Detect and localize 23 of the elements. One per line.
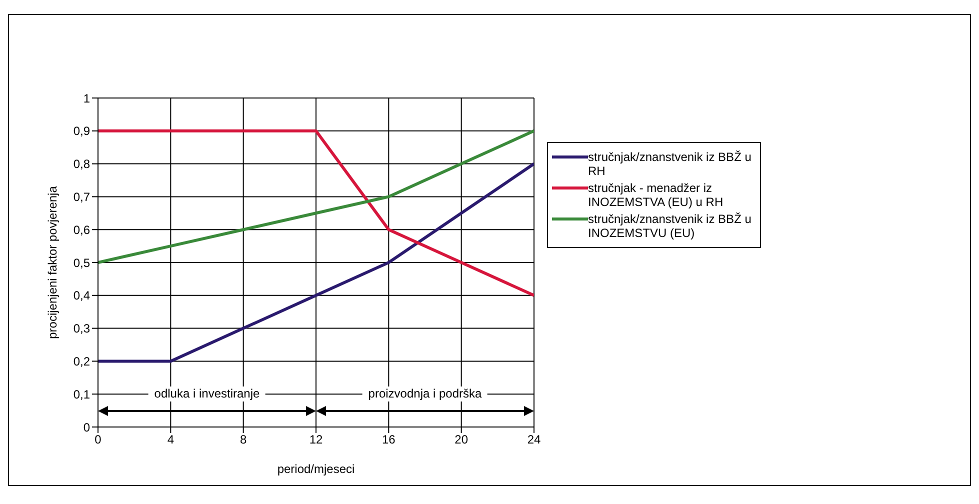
- y-tick-label: 0,1: [73, 387, 90, 402]
- x-tick-label: 0: [94, 432, 102, 447]
- x-tick-label: 16: [382, 432, 396, 447]
- annotation: proizvodnja i podrška: [362, 386, 488, 402]
- y-tick-label: 1: [83, 91, 90, 106]
- annotation: odluka i investiranje: [148, 386, 266, 402]
- legend-label: stručnjak/znanstvenik iz BBŽ u INOZEMSTVU (EU): [588, 212, 752, 240]
- x-tick-label: 8: [240, 432, 247, 447]
- y-tick-label: 0,5: [73, 256, 90, 270]
- y-tick-label: 0,8: [73, 157, 90, 172]
- y-axis-title: procijenjeni faktor povjerenja: [45, 186, 60, 339]
- y-tick-label: 0,6: [73, 222, 90, 237]
- x-tick-label: 24: [527, 432, 541, 447]
- x-tick-label: 4: [167, 432, 174, 447]
- x-tick-label: 12: [309, 432, 323, 447]
- y-tick-label: 0,9: [73, 124, 90, 138]
- y-tick-label: 0,3: [73, 322, 90, 336]
- y-tick-label: 0,4: [73, 288, 90, 303]
- x-tick-label: 20: [454, 432, 468, 447]
- x-axis-title: period/mjeseci: [277, 462, 355, 476]
- y-tick-label: 0,7: [73, 190, 90, 204]
- y-tick-label: 0,2: [73, 354, 90, 368]
- y-tick-label: 0: [83, 420, 90, 434]
